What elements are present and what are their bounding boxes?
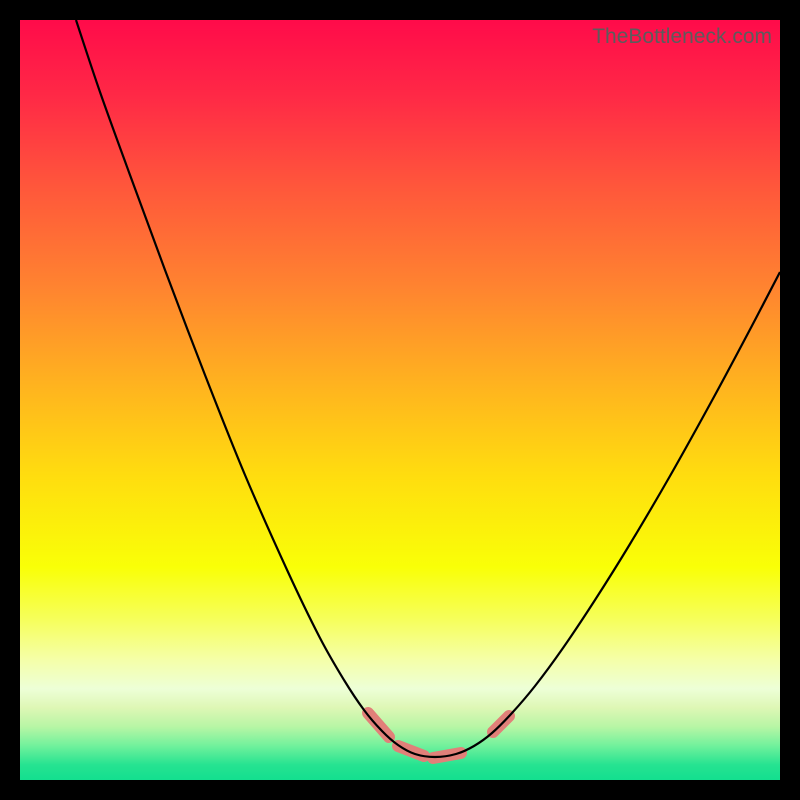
plot-area: TheBottleneck.com	[20, 20, 780, 780]
chart-frame: TheBottleneck.com	[0, 0, 800, 800]
gradient-background	[20, 20, 780, 780]
chart-svg	[20, 20, 780, 780]
watermark-text: TheBottleneck.com	[592, 25, 772, 49]
